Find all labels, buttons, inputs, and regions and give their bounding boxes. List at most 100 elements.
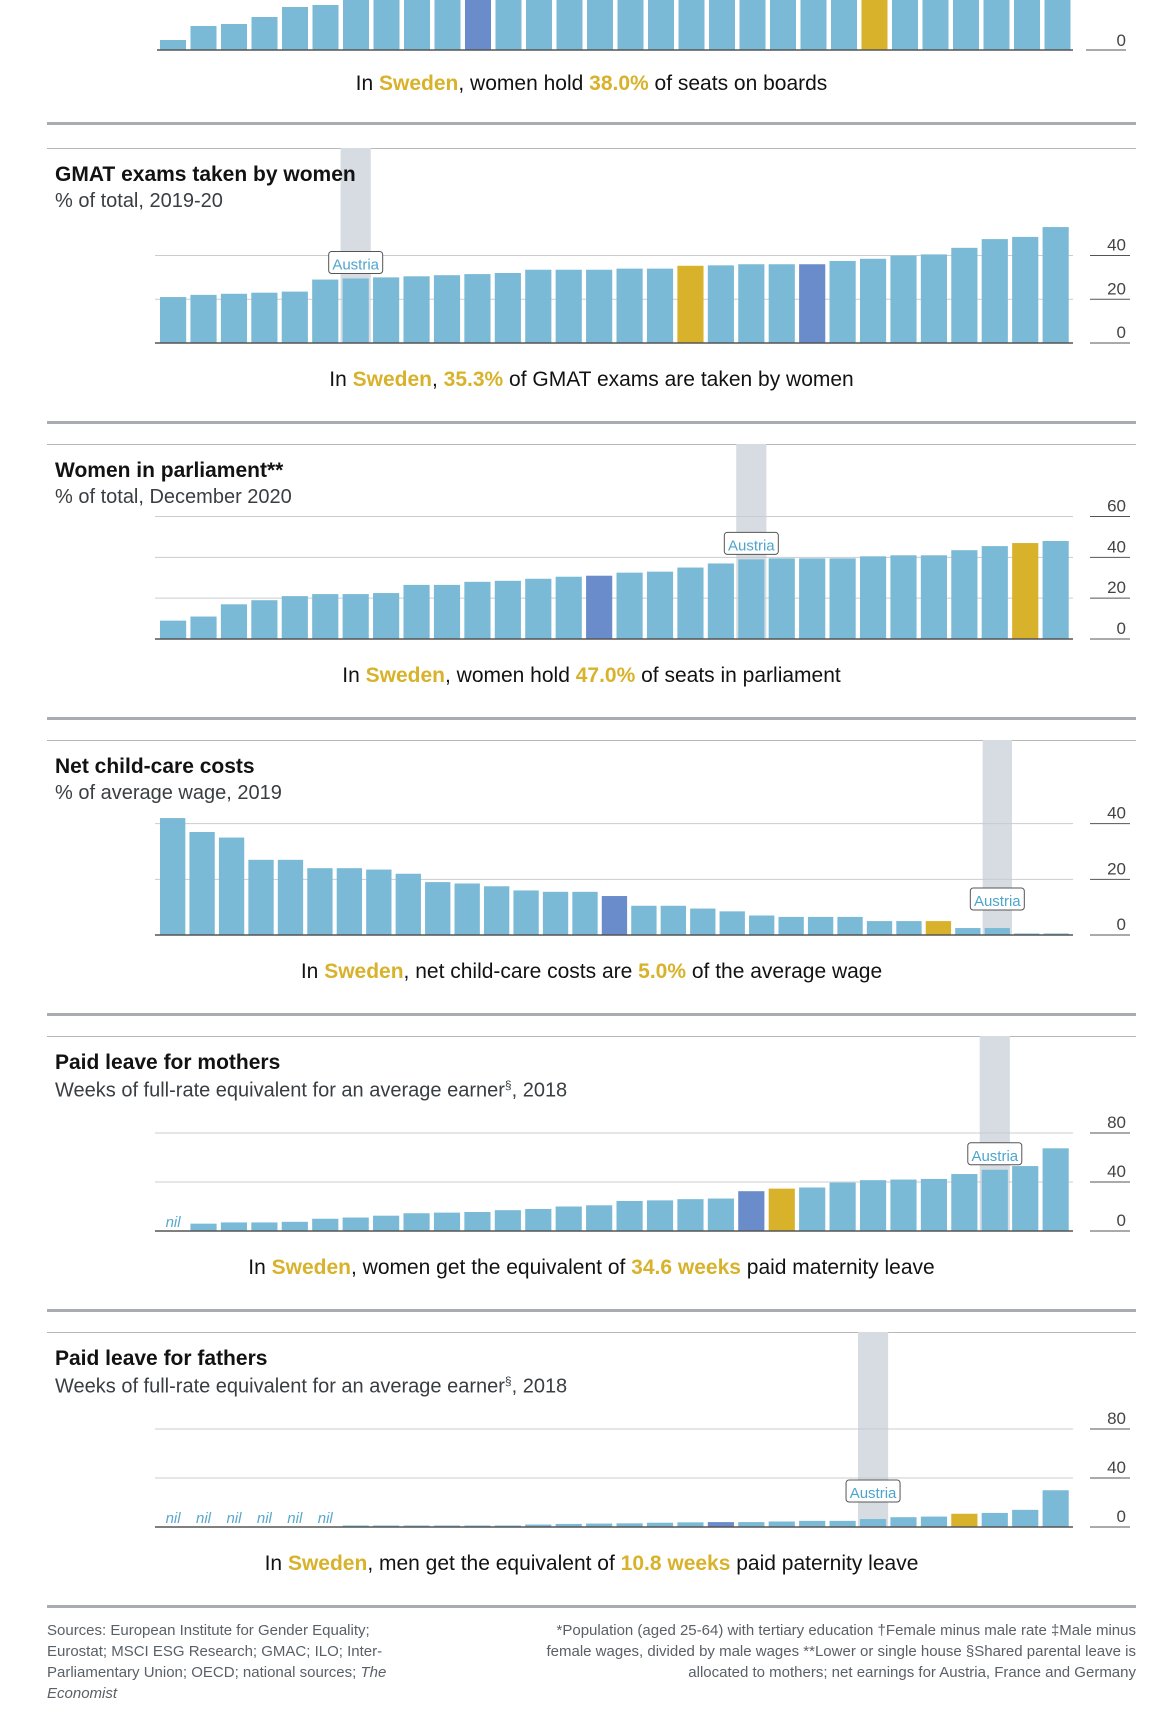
- top-fragment-bar: [1044, 0, 1071, 50]
- bar: [1042, 1148, 1069, 1231]
- top-fragment-bar: [953, 0, 979, 50]
- nil-label: nil: [318, 1510, 334, 1527]
- bar: [251, 292, 278, 343]
- bar: [829, 1182, 856, 1231]
- bar: [312, 594, 339, 639]
- top-fragment-bar: [1014, 0, 1040, 50]
- top-fragment-bar: [434, 0, 461, 50]
- bar: [738, 1191, 765, 1231]
- bar: [778, 916, 804, 935]
- bar: [190, 1223, 217, 1231]
- bar: [1012, 543, 1039, 639]
- bar: [454, 883, 480, 935]
- bar: [601, 896, 628, 935]
- panel-title: Women in parliament**: [55, 459, 284, 482]
- bar: [555, 1523, 582, 1527]
- austria-label: Austria: [728, 537, 775, 554]
- bar: [220, 1222, 248, 1231]
- bar: [433, 275, 461, 343]
- austria-label: Austria: [332, 256, 379, 273]
- bar: [160, 818, 186, 935]
- top-fragment-bar: [648, 0, 674, 50]
- bar: [616, 268, 643, 343]
- bar: [749, 915, 775, 935]
- footer-notes: *Population (aged 25-64) with tertiary e…: [546, 1622, 1136, 1681]
- panel-title: Paid leave for fathers: [55, 1347, 268, 1370]
- y-tick-label: 40: [1107, 537, 1126, 556]
- bar: [707, 1198, 734, 1231]
- panel-title: GMAT exams taken by women: [55, 163, 356, 186]
- bar: [890, 1179, 917, 1231]
- nil-label: nil: [166, 1214, 182, 1231]
- bar: [312, 1218, 339, 1231]
- bar: [981, 546, 1008, 639]
- mothers-leave-chart: 0 40 80 nil Austria: [155, 1036, 1130, 1232]
- bar: [981, 239, 1008, 343]
- y-tick-label: 40: [1107, 804, 1126, 823]
- top-fragment-bar: [678, 0, 705, 50]
- bar: [859, 1519, 887, 1527]
- bar: [586, 1205, 613, 1231]
- bar: [920, 555, 948, 639]
- top-fragment-chart: 0: [157, 0, 1126, 51]
- bar: [677, 1199, 704, 1231]
- top-fragment-bar: [922, 0, 949, 50]
- austria-label-box: [845, 1479, 901, 1503]
- bar: [160, 620, 187, 639]
- top-fragment-bar: [495, 0, 522, 50]
- bar: [218, 837, 245, 935]
- bar: [403, 1213, 430, 1231]
- bar: [366, 869, 392, 935]
- bar: [799, 1520, 826, 1527]
- bar: [719, 911, 745, 935]
- panel-parliament: 0 20 40 60 Austria Women in parliament** % o…: [47, 444, 1136, 720]
- bar: [1042, 541, 1069, 639]
- bar: [572, 891, 598, 935]
- y-tick-label: 0: [1117, 619, 1126, 638]
- austria-label: Austria: [974, 893, 1021, 910]
- bar: [525, 269, 552, 343]
- bar: [807, 916, 834, 935]
- bar: [799, 1187, 826, 1231]
- bar: [342, 594, 369, 639]
- top-fragment-caption: In Sweden, women hold 38.0% of seats on …: [355, 72, 828, 95]
- gmat-chart: 0 20 40 Austria: [155, 148, 1130, 344]
- y-tick-label: 0: [1117, 915, 1126, 934]
- bar: [433, 1212, 461, 1231]
- panel-gmat: 0 20 40 Austria GMAT exams taken by women %…: [47, 148, 1136, 424]
- top-fragment-bar: [251, 17, 278, 50]
- bar: [768, 1188, 795, 1231]
- bar: [555, 1206, 582, 1231]
- austria-label: Austria: [971, 1148, 1018, 1165]
- bar: [586, 575, 613, 639]
- top-fragment-divider: [47, 122, 1136, 125]
- bar: [494, 273, 521, 343]
- bar: [738, 264, 765, 343]
- top-fragment-bar: [861, 0, 888, 50]
- bar: [403, 584, 430, 639]
- bar: [955, 928, 981, 935]
- y-tick-label: 0: [1117, 323, 1126, 342]
- top-fragment-bar: [770, 0, 796, 50]
- panel-caption: In Sweden, men get the equivalent of 10.…: [264, 1552, 919, 1575]
- y-tick-label: 20: [1107, 279, 1126, 298]
- bar: [464, 581, 491, 639]
- bar: [677, 1522, 704, 1527]
- bar: [984, 928, 1010, 935]
- top-fragment-bar: [800, 0, 827, 50]
- top-fragment-bar: [831, 0, 857, 50]
- top-fragment-bar: [465, 0, 491, 50]
- bar: [281, 596, 308, 639]
- bar: [616, 572, 643, 639]
- bar: [616, 1200, 643, 1231]
- bar: [738, 1522, 765, 1527]
- top-fragment-bar: [983, 0, 1010, 50]
- bar: [738, 559, 765, 639]
- bar: [951, 247, 978, 343]
- bar: [981, 1512, 1008, 1527]
- bar: [866, 921, 893, 935]
- bar: [920, 1178, 948, 1231]
- bar: [373, 1215, 400, 1231]
- top-fragment-bar: [343, 0, 369, 50]
